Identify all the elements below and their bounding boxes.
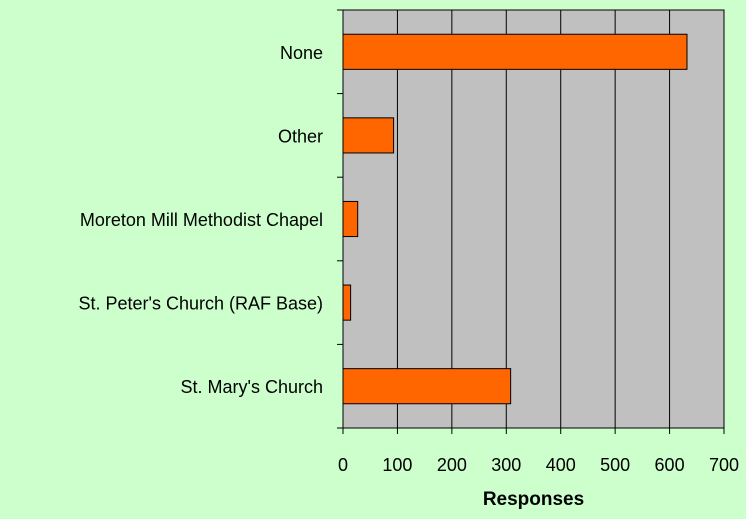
x-tick-label: 100	[382, 455, 412, 475]
x-tick-label: 300	[491, 455, 521, 475]
category-label: Other	[278, 126, 323, 146]
bar	[342, 368, 512, 405]
x-axis-title: Responses	[483, 489, 584, 510]
x-tick-labels: 0 100 200 300 400 500 600 700	[338, 455, 739, 475]
bar	[342, 33, 688, 70]
category-label: Moreton Mill Methodist Chapel	[80, 210, 323, 230]
plot-area	[342, 9, 725, 429]
bar	[342, 284, 352, 321]
x-tick-label: 400	[546, 455, 576, 475]
gridlines	[396, 10, 725, 428]
category-labels: None Other Moreton Mill Methodist Chapel St…	[78, 43, 323, 397]
x-tick-label: 200	[437, 455, 467, 475]
x-tick-label: 500	[600, 455, 630, 475]
x-tick-label: 700	[709, 455, 739, 475]
bar	[342, 117, 395, 154]
category-label: None	[280, 43, 323, 63]
bar	[342, 200, 359, 238]
bars	[342, 33, 688, 405]
category-label: St. Mary's Church	[181, 377, 323, 397]
x-tick-label: 0	[338, 455, 348, 475]
axes	[337, 9, 725, 434]
x-tick-label: 600	[655, 455, 685, 475]
category-label: St. Peter's Church (RAF Base)	[78, 294, 323, 314]
